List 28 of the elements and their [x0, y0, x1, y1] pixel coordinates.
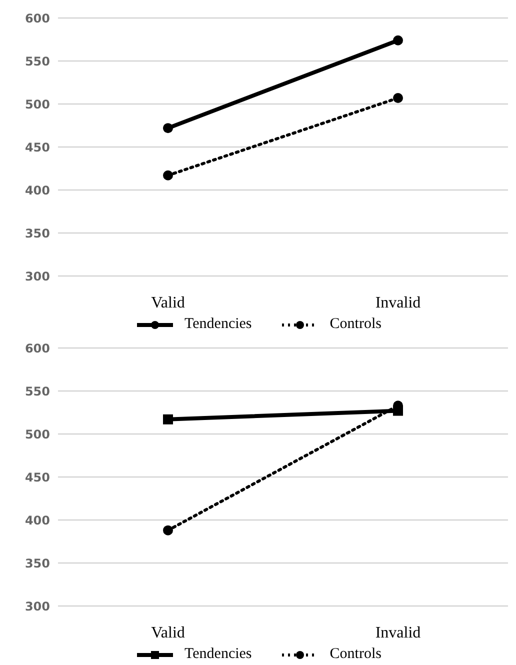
y-tick-label: 600	[24, 341, 50, 356]
y-tick-label: 600	[24, 11, 50, 26]
point	[163, 170, 173, 180]
y-tick-label: 500	[24, 97, 50, 112]
y-tick-label: 450	[24, 140, 50, 154]
x-tick-label: Invalid	[375, 624, 421, 642]
y-tick-label: 550	[24, 384, 50, 398]
y-tick-label: 400	[24, 183, 50, 198]
legend-label: Tendencies	[184, 316, 252, 333]
x-tick-label: Valid	[151, 294, 185, 312]
y-tick-label: 300	[24, 269, 50, 284]
x-tick-label: Invalid	[375, 294, 421, 312]
point	[163, 414, 173, 424]
x-tick-label: Valid	[151, 624, 185, 642]
point	[163, 123, 173, 134]
legend-label: Controls	[330, 316, 382, 333]
y-tick-label: 550	[24, 54, 50, 68]
point	[393, 35, 403, 46]
legend-label: Tendencies	[184, 646, 252, 663]
legend-label: Controls	[330, 646, 382, 663]
point	[393, 92, 403, 103]
y-tick-label: 300	[24, 599, 50, 614]
y-tick-label: 350	[24, 556, 50, 570]
y-tick-label: 400	[24, 513, 50, 528]
y-tick-label: 350	[24, 226, 50, 240]
y-tick-label: 450	[24, 470, 50, 484]
y-tick-label: 500	[24, 427, 50, 442]
point	[163, 525, 173, 536]
